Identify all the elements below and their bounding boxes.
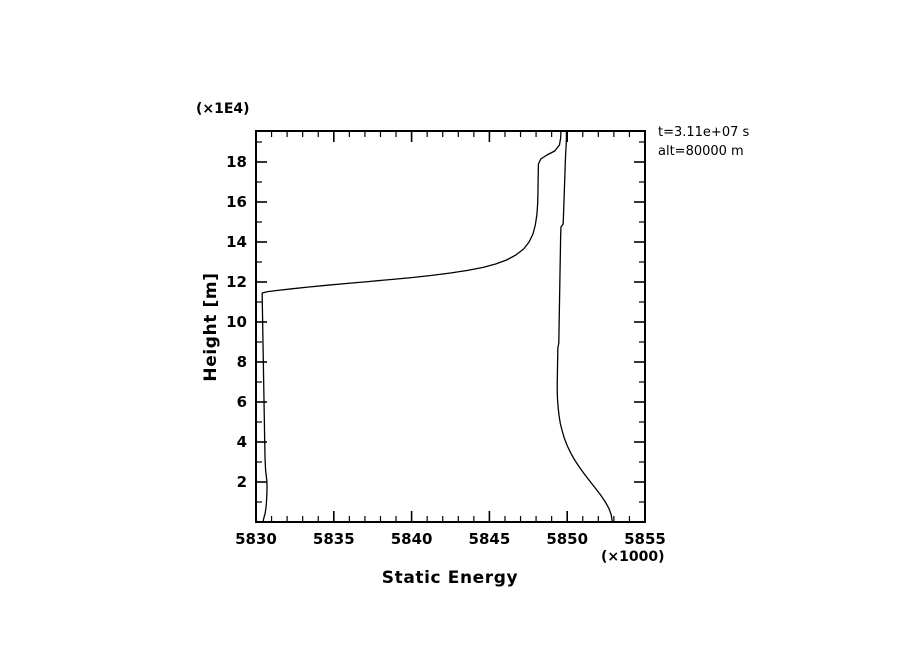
y-tick-label: 14 — [226, 233, 247, 251]
x-tick-label: 5835 — [313, 530, 355, 548]
y-tick-label: 8 — [237, 353, 247, 371]
x-tick-label: 5845 — [469, 530, 511, 548]
x-axis-title: Static Energy — [382, 568, 518, 588]
x-axis-ticks — [255, 131, 646, 522]
y-tick-label: 2 — [237, 473, 247, 491]
x-tick-label: 5830 — [235, 530, 277, 548]
x-tick-label: 5850 — [546, 530, 588, 548]
y-tick-label: 6 — [237, 393, 247, 411]
x-tick-label: 5855 — [624, 530, 666, 548]
y-tick-label: 12 — [226, 273, 247, 291]
x-tick-label: 5840 — [391, 530, 433, 548]
data-series-line — [261, 130, 613, 523]
y-axis-multiplier-label: (×1E4) — [196, 101, 250, 117]
annotation-time: t=3.11e+07 s — [658, 125, 750, 140]
y-tick-label: 16 — [226, 193, 247, 211]
annotation-altitude: alt=80000 m — [658, 144, 744, 159]
y-tick-label: 4 — [237, 433, 247, 451]
y-axis-title: Height [m] — [201, 272, 221, 381]
y-axis-tick-labels: 2 4 6 8 10 12 14 16 18 — [226, 153, 247, 491]
y-tick-label: 10 — [226, 313, 247, 331]
plot-frame — [255, 130, 646, 523]
y-tick-label: 18 — [226, 153, 247, 171]
y-axis-ticks — [256, 141, 645, 523]
x-axis-multiplier-label: (×1000) — [601, 549, 665, 565]
x-axis-tick-labels: 5830 5835 5840 5845 5850 5855 — [235, 530, 666, 548]
axes-frame — [255, 130, 646, 523]
